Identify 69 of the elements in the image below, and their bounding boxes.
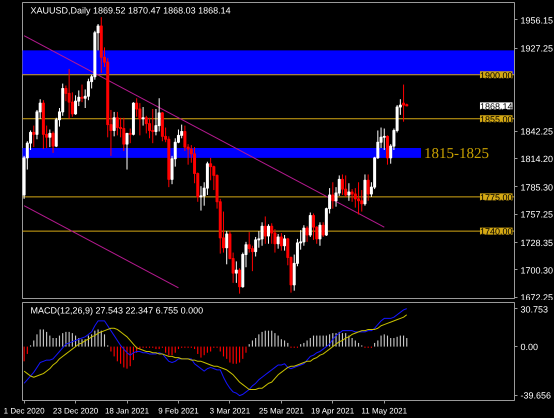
candlestick: [283, 234, 286, 252]
candlestick: [363, 174, 366, 206]
x-tick-label: 25 Mar 2021: [258, 406, 304, 416]
candlestick: [160, 111, 164, 142]
y-tick-label: 1814.20: [520, 154, 554, 164]
ref-line-label: 1740.00: [480, 226, 513, 237]
candlestick: [238, 268, 242, 294]
candlestick: [234, 260, 238, 284]
candlestick: [382, 128, 386, 151]
candlestick: [142, 106, 145, 126]
band-label: 1815-1825: [424, 146, 490, 162]
candlestick: [344, 174, 348, 198]
candlestick: [158, 98, 161, 132]
candlestick: [151, 108, 154, 144]
y-tick-label: -39.656: [520, 390, 552, 401]
y-tick-label: 1842.25: [520, 126, 554, 137]
x-tick-label: 18 Jan 2021: [104, 406, 150, 416]
y-tick-label: 1757.25: [520, 210, 554, 220]
ref-line-label: 1775.00: [480, 192, 513, 202]
x-tick-label: 9 Feb 2021: [158, 406, 200, 416]
candlestick: [276, 234, 280, 250]
y-tick-label: 30.753: [520, 304, 548, 314]
candlestick: [318, 222, 322, 246]
candlestick: [302, 224, 306, 246]
candlestick: [340, 174, 344, 196]
candlestick: [331, 182, 334, 210]
y-tick-label: 1956.15: [520, 15, 554, 26]
ref-line-label: 1855.00: [480, 114, 513, 124]
candlestick: [112, 111, 116, 137]
candlestick: [267, 224, 270, 244]
candlestick: [306, 226, 309, 242]
candlestick: [74, 94, 78, 116]
chart-title: MACD(12,26,9) 27.543 22.347 6.755 0.000: [30, 306, 204, 316]
candlestick: [322, 222, 325, 238]
candlestick: [225, 230, 228, 265]
x-tick-label: 11 May 2021: [361, 406, 408, 416]
candlestick: [180, 124, 184, 139]
candlestick: [357, 182, 360, 215]
candlestick: [366, 174, 370, 202]
y-tick-label: 1785.30: [520, 182, 554, 192]
x-tick-label: 19 Apr 2021: [311, 406, 355, 416]
y-tick-label: 1927.25: [520, 44, 554, 54]
y-tick-label: 0.00: [520, 342, 538, 352]
candlestick: [402, 84, 406, 122]
candlestick: [122, 117, 126, 152]
candlestick: [116, 111, 119, 136]
candlestick: [308, 212, 312, 238]
candlestick: [80, 84, 84, 103]
y-tick-label: 1728.35: [520, 238, 554, 248]
candlestick: [128, 128, 132, 144]
x-tick-label: 3 Mar 2021: [210, 406, 251, 416]
ref-line-label: 1900.00: [480, 70, 513, 80]
candlestick: [264, 216, 267, 244]
x-tick-label: 1 Dec 2020: [4, 406, 46, 416]
chart-title: XAUUSD,Daily 1869.52 1870.47 1868.03 1868.14: [30, 6, 231, 16]
candlestick: [260, 222, 264, 246]
y-tick-label: 1700.30: [520, 265, 554, 276]
candlestick: [199, 186, 202, 212]
candlestick: [48, 128, 52, 148]
candlestick: [32, 125, 36, 148]
x-tick-label: 23 Dec 2020: [52, 406, 99, 416]
candlestick: [386, 134, 389, 166]
candlestick: [68, 68, 71, 120]
candlestick: [312, 213, 316, 240]
annotation: 1868.14: [480, 101, 513, 112]
candlestick: [126, 132, 129, 170]
candlestick: [347, 182, 350, 202]
candlestick: [280, 232, 283, 252]
candlestick: [52, 130, 55, 154]
